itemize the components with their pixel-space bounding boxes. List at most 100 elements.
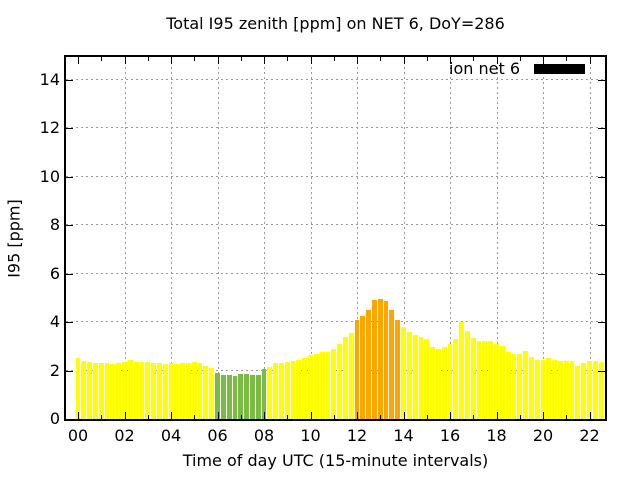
tick-mark xyxy=(66,273,73,275)
tick-mark xyxy=(473,57,475,61)
tick-mark xyxy=(217,412,219,419)
tick-mark xyxy=(519,57,521,61)
tick-mark xyxy=(566,415,568,419)
tick-mark xyxy=(147,415,149,419)
bar xyxy=(290,360,296,419)
tick-mark xyxy=(66,322,73,323)
bar xyxy=(523,351,528,419)
chart-title: Total I95 zenith [ppm] on NET 6, DoY=286 xyxy=(166,14,505,33)
h-gridline xyxy=(66,78,605,80)
plot-area xyxy=(66,57,605,419)
bar xyxy=(459,322,465,419)
bar xyxy=(511,353,517,419)
v-gridline xyxy=(450,57,451,419)
x-tick-label: 12 xyxy=(346,426,368,445)
bar xyxy=(127,359,133,419)
y-tick-label: 10 xyxy=(39,166,60,186)
legend-label: ion net 6 xyxy=(449,59,520,78)
bar xyxy=(435,348,441,419)
tick-mark xyxy=(333,57,335,61)
bar xyxy=(139,362,145,419)
tick-mark xyxy=(589,57,591,64)
bar xyxy=(319,352,325,419)
bar xyxy=(563,360,569,419)
x-tick-label: 18 xyxy=(486,426,507,445)
bar xyxy=(145,362,151,419)
bar xyxy=(476,341,482,419)
tick-mark xyxy=(194,57,196,61)
tick-mark xyxy=(426,415,428,419)
bar xyxy=(546,358,552,419)
tick-mark xyxy=(450,412,451,419)
h-gridline xyxy=(66,175,605,177)
h-gridline xyxy=(66,321,605,322)
bar xyxy=(284,362,290,419)
bar xyxy=(499,346,505,419)
bar xyxy=(406,331,412,419)
tick-mark xyxy=(171,57,172,64)
tick-mark xyxy=(473,415,475,419)
bar xyxy=(441,347,447,419)
v-gridline xyxy=(310,57,312,419)
bar xyxy=(122,362,127,419)
tick-mark xyxy=(101,415,103,419)
bar xyxy=(395,319,401,419)
x-tick-label: 16 xyxy=(439,426,461,445)
tick-mark xyxy=(101,57,103,61)
x-axis-label: Time of day UTC (15-minute intervals) xyxy=(182,451,489,470)
tick-mark xyxy=(598,176,605,178)
x-tick-label: 22 xyxy=(579,426,600,445)
bar xyxy=(331,348,337,419)
bar xyxy=(587,360,592,419)
y-tick-label: 12 xyxy=(39,118,60,137)
bar xyxy=(569,360,575,419)
bar xyxy=(470,337,476,419)
bar xyxy=(528,357,534,419)
bar xyxy=(389,309,395,419)
tick-mark xyxy=(264,412,265,419)
tick-mark xyxy=(171,412,172,419)
bar xyxy=(424,338,430,419)
bar xyxy=(430,347,435,419)
tick-mark xyxy=(357,57,358,64)
tick-mark xyxy=(310,412,312,419)
bar xyxy=(337,343,342,419)
tick-mark xyxy=(543,57,544,64)
bar xyxy=(104,363,110,419)
tick-mark xyxy=(287,415,289,419)
bar xyxy=(575,365,581,419)
tick-mark xyxy=(403,412,405,419)
tick-mark xyxy=(403,57,405,64)
bar xyxy=(156,363,162,419)
tick-mark xyxy=(78,57,79,64)
bar xyxy=(348,332,354,419)
bar xyxy=(174,364,180,419)
x-tick-label: 02 xyxy=(114,426,135,445)
tick-mark xyxy=(66,79,73,81)
bar xyxy=(133,362,139,419)
tick-mark xyxy=(287,57,289,61)
tick-mark xyxy=(598,370,605,372)
bar xyxy=(186,363,191,419)
x-tick-label: 00 xyxy=(67,426,89,445)
bar xyxy=(488,341,494,419)
tick-mark xyxy=(66,128,73,129)
bar xyxy=(110,364,116,419)
tick-mark xyxy=(496,412,498,419)
v-gridline xyxy=(171,57,172,419)
bar xyxy=(592,360,598,419)
v-gridline xyxy=(543,57,544,419)
bar xyxy=(447,343,453,419)
v-gridline xyxy=(496,57,498,419)
bar xyxy=(517,353,523,419)
tick-mark xyxy=(78,412,79,419)
bar xyxy=(249,375,255,419)
tick-mark xyxy=(124,412,126,419)
y-tick-label: 6 xyxy=(49,263,60,283)
bar xyxy=(232,375,238,419)
tick-mark xyxy=(264,57,265,64)
bar xyxy=(401,326,406,419)
bar xyxy=(81,360,87,419)
v-gridline xyxy=(124,57,126,419)
tick-mark xyxy=(598,79,605,81)
